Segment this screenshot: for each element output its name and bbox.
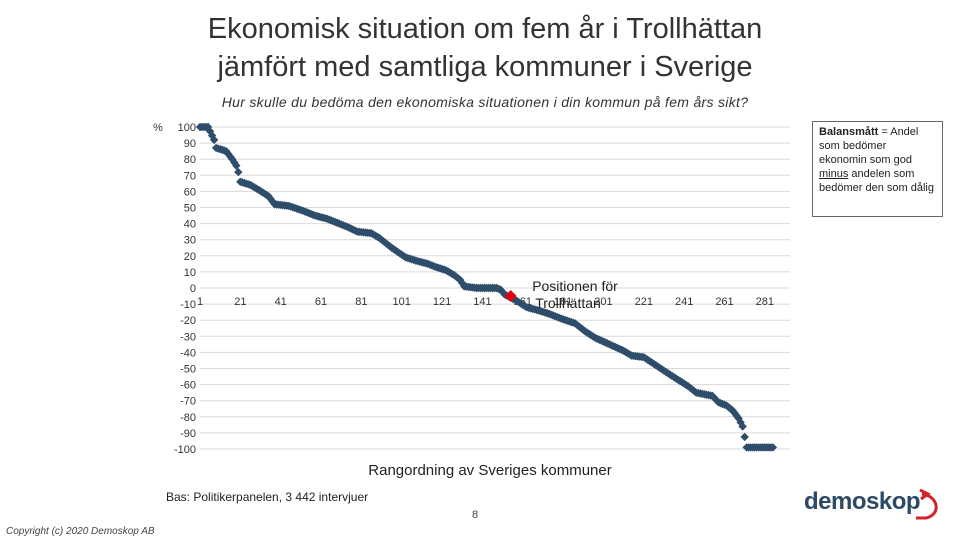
data-point — [768, 443, 778, 452]
y-tick-label: 50 — [184, 203, 196, 215]
highlight-point-trollhattan — [504, 290, 517, 303]
title-line-2: jämfört med samtliga kommuner i Sverige — [217, 51, 753, 83]
x-tick-label: 241 — [675, 296, 693, 308]
x-tick-label: 61 — [315, 296, 327, 308]
logo-text: demoskop — [804, 488, 921, 515]
x-tick-label: 181 — [554, 296, 572, 308]
x-tick-label: 221 — [635, 296, 653, 308]
data-point — [222, 146, 231, 156]
y-tick-label: 80 — [184, 154, 196, 166]
y-tick-label: -60 — [180, 380, 196, 392]
y-tick-label: 20 — [184, 251, 196, 263]
data-point — [234, 167, 243, 177]
y-tick-label: 10 — [184, 267, 196, 279]
y-tick-label: 60 — [184, 186, 196, 198]
x-tick-label: 201 — [594, 296, 612, 308]
data-point — [224, 149, 233, 159]
legend-underlined: minus — [819, 168, 849, 180]
data-point — [266, 194, 275, 204]
x-tick-label: 101 — [393, 296, 411, 308]
y-tick-label: 0 — [190, 283, 196, 295]
data-point — [203, 122, 213, 132]
data-point — [740, 432, 749, 442]
x-tick-label: 261 — [715, 296, 733, 308]
data-point — [728, 406, 737, 415]
y-tick-label: -10 — [180, 299, 196, 311]
y-tick-label: -100 — [174, 444, 196, 456]
x-tick-label: 121 — [433, 296, 451, 308]
legend-bold-term: Balansmått — [819, 126, 879, 138]
x-tick-label: 141 — [473, 296, 491, 308]
data-point — [738, 422, 747, 431]
y-tick-label: -90 — [180, 428, 196, 440]
page-number: 8 — [472, 509, 479, 521]
chart-title: Ekonomisk situation om fem år i Trollhät… — [120, 10, 850, 86]
y-tick-label: 90 — [184, 138, 196, 150]
copyright-text: Copyright (c) 2020 Demoskop AB — [6, 526, 155, 537]
y-tick-label: -70 — [180, 396, 196, 408]
x-axis-label: Rangordning av Sveriges kommuner — [368, 462, 611, 479]
highlight-label: Positionen för Trollhättan — [532, 278, 618, 311]
legend-text-1: = Andel som bedömer ekonomin som god — [819, 126, 919, 166]
data-point — [232, 161, 241, 170]
logo-arrow-icon — [916, 488, 938, 520]
y-tick-label: -30 — [180, 331, 196, 343]
y-tick-label: -40 — [180, 347, 196, 359]
demoskop-logo: demoskop — [804, 488, 944, 524]
x-tick-label: 81 — [355, 296, 367, 308]
x-tick-label: 1 — [197, 296, 203, 308]
y-tick-label: 100 — [178, 122, 196, 134]
legend-note-box: Balansmått = Andel som bedömer ekonomin … — [812, 121, 943, 217]
base-note: Bas: Politikerpanelen, 3 442 intervjuer — [166, 490, 369, 504]
y-tick-label: -20 — [180, 315, 196, 327]
data-point — [736, 418, 745, 427]
x-tick-label: 41 — [275, 296, 287, 308]
legend-text-2: andelen som bedömer den som dålig — [819, 168, 934, 194]
y-tick-label: 40 — [184, 219, 196, 231]
data-point — [732, 411, 741, 420]
y-tick-label: -50 — [180, 364, 196, 376]
y-tick-label: 30 — [184, 235, 196, 247]
y-tick-label: -80 — [180, 412, 196, 424]
data-point — [730, 408, 739, 418]
x-tick-label: 281 — [756, 296, 774, 308]
y-axis-label: % — [153, 122, 163, 134]
title-line-1: Ekonomisk situation om fem år i Trollhät… — [207, 13, 763, 45]
y-tick-label: 70 — [184, 170, 196, 182]
chart-subtitle: Hur skulle du bedöma den ekonomiska situ… — [221, 94, 749, 110]
x-tick-label: 21 — [234, 296, 246, 308]
data-point — [209, 135, 219, 145]
